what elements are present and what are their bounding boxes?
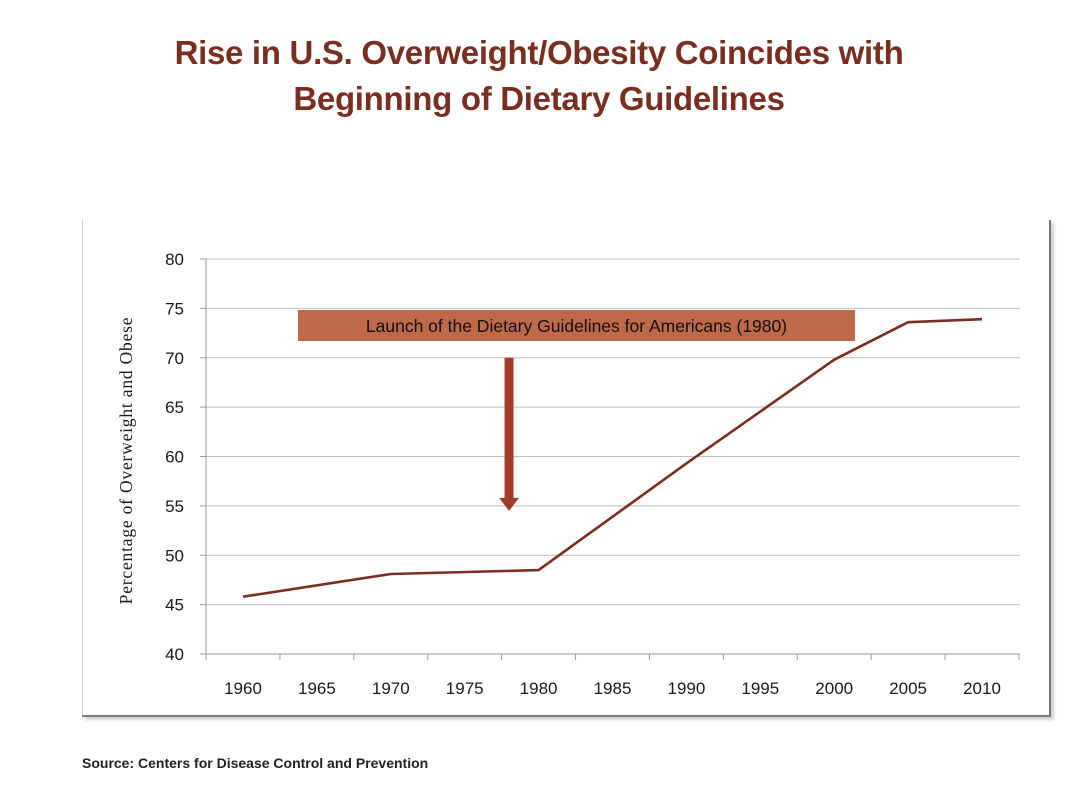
chart-frame: [82, 220, 1051, 717]
x-tick-label: 1995: [741, 679, 779, 698]
y-tick-label: 75: [165, 299, 184, 318]
annotation-box: [298, 310, 855, 341]
source-note: Source: Centers for Disease Control and …: [82, 755, 429, 771]
chart-title-line-1: Rise in U.S. Overweight/Obesity Coincide…: [174, 34, 904, 71]
x-tick-label: 1985: [594, 679, 632, 698]
y-tick-label: 65: [165, 398, 184, 417]
x-tick-label: 2000: [815, 679, 853, 698]
annotation-label: Launch of the Dietary Guidelines for Ame…: [366, 316, 787, 336]
x-tick-label: 1970: [372, 679, 410, 698]
x-tick-label: 1990: [667, 679, 705, 698]
chart-title: Rise in U.S. Overweight/Obesity Coincide…: [0, 30, 1078, 122]
y-tick-label: 60: [165, 448, 184, 467]
y-tick-label: 80: [165, 250, 184, 269]
y-tick-label: 45: [165, 596, 184, 615]
x-tick-label: 1980: [520, 679, 558, 698]
x-tick-label: 1965: [298, 679, 336, 698]
y-tick-label: 70: [165, 349, 184, 368]
y-tick-label: 55: [165, 497, 184, 516]
annotation-arrow-head: [499, 497, 520, 511]
x-tick-label: 2005: [889, 679, 927, 698]
y-tick-label: 40: [165, 645, 184, 664]
x-tick-label: 2010: [963, 679, 1001, 698]
annotation-arrow-shaft: [504, 357, 514, 499]
y-axis-title: Percentage of Overweight and Obese: [116, 317, 136, 605]
x-tick-label: 1975: [446, 679, 484, 698]
x-tick-label: 1960: [224, 679, 262, 698]
chart-title-line-2: Beginning of Dietary Guidelines: [293, 80, 785, 117]
y-tick-label: 50: [165, 546, 184, 565]
